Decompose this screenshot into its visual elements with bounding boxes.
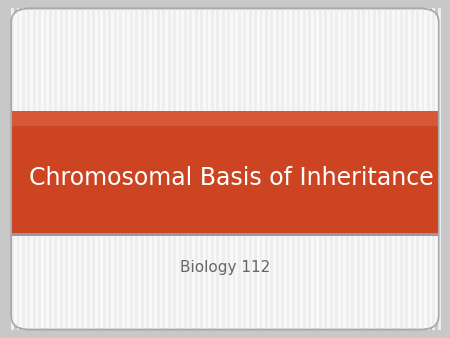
Bar (276, 8, 279, 330)
Bar (389, 8, 392, 330)
Bar (422, 8, 424, 330)
Bar (287, 8, 289, 330)
Bar (341, 8, 343, 330)
Bar (189, 8, 192, 330)
Bar (146, 8, 149, 330)
Bar (11, 111, 439, 233)
Bar (384, 8, 387, 330)
Bar (162, 8, 165, 330)
Bar (195, 8, 198, 330)
Bar (22, 8, 25, 330)
Bar (427, 8, 430, 330)
Bar (114, 8, 117, 330)
Bar (260, 8, 262, 330)
Bar (200, 8, 203, 330)
Bar (60, 8, 63, 330)
Bar (227, 8, 230, 330)
Bar (400, 8, 403, 330)
Bar (76, 8, 79, 330)
Bar (211, 8, 214, 330)
Bar (351, 8, 354, 330)
Bar (125, 8, 127, 330)
Text: Biology 112: Biology 112 (180, 260, 270, 274)
Bar (335, 8, 338, 330)
Bar (92, 8, 95, 330)
Bar (292, 8, 295, 330)
Bar (238, 8, 241, 330)
Bar (173, 8, 176, 330)
Bar (98, 8, 100, 330)
Bar (233, 8, 235, 330)
Bar (87, 8, 90, 330)
Bar (11, 8, 14, 330)
Bar (416, 8, 419, 330)
Bar (314, 8, 316, 330)
Bar (157, 8, 160, 330)
Bar (411, 8, 414, 330)
Bar (346, 8, 349, 330)
Bar (206, 8, 208, 330)
Bar (308, 8, 311, 330)
Bar (265, 8, 268, 330)
Bar (373, 8, 376, 330)
Bar (130, 8, 133, 330)
Bar (27, 8, 30, 330)
Bar (319, 8, 322, 330)
Bar (135, 8, 138, 330)
Bar (184, 8, 187, 330)
Bar (108, 8, 111, 330)
Bar (152, 8, 154, 330)
Bar (330, 8, 333, 330)
Bar (65, 8, 68, 330)
Bar (297, 8, 300, 330)
Bar (17, 8, 19, 330)
Bar (33, 8, 36, 330)
Bar (38, 8, 41, 330)
Bar (362, 8, 365, 330)
Bar (179, 8, 181, 330)
Bar (81, 8, 84, 330)
Bar (438, 8, 441, 330)
Bar (254, 8, 257, 330)
Bar (216, 8, 219, 330)
Bar (405, 8, 408, 330)
Text: Chromosomal Basis of Inheritance: Chromosomal Basis of Inheritance (29, 166, 434, 190)
Bar (103, 8, 106, 330)
Bar (71, 8, 73, 330)
Bar (395, 8, 397, 330)
Bar (119, 8, 122, 330)
Bar (141, 8, 144, 330)
Bar (222, 8, 225, 330)
Bar (368, 8, 370, 330)
Bar (378, 8, 381, 330)
Bar (11, 233, 439, 236)
Bar (49, 8, 52, 330)
Bar (54, 8, 57, 330)
Bar (432, 8, 435, 330)
Bar (281, 8, 284, 330)
Bar (249, 8, 252, 330)
Bar (168, 8, 171, 330)
Bar (243, 8, 246, 330)
Bar (324, 8, 327, 330)
Bar (357, 8, 360, 330)
Bar (44, 8, 46, 330)
FancyBboxPatch shape (11, 8, 439, 330)
Bar (270, 8, 273, 330)
Bar (303, 8, 306, 330)
Bar (11, 111, 439, 126)
